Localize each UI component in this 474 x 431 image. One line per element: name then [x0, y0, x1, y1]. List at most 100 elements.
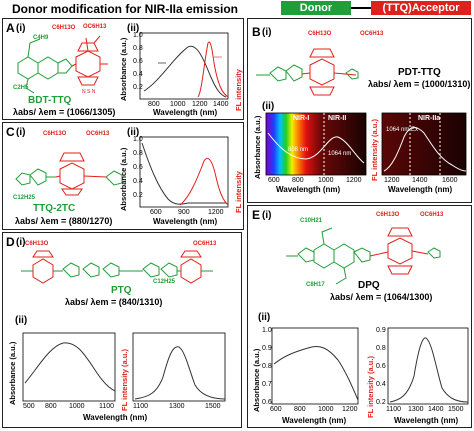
panel-b: B (i) C6H13O OC6H13 PDT-TTQ λabs/ λem = …: [247, 18, 472, 203]
d-xtick2-1: 1300: [169, 403, 185, 410]
e-ytick1-0: 1.0: [262, 327, 272, 334]
lambda-e: λabs/ λem = (1064/1300): [330, 292, 433, 302]
c-ytick-1: 0.8: [133, 150, 143, 157]
panel-d-label: D: [6, 235, 15, 249]
donor-acceptor-link: [351, 7, 371, 9]
panel-e-yrlabel: FL intensity (a.u.): [366, 356, 375, 418]
e-ytick1-3: 0.7: [262, 381, 272, 388]
d-substituent-right: OC6H13: [193, 241, 217, 247]
panel-b-label: B: [252, 25, 261, 39]
c-ytick-3: 0.4: [133, 178, 143, 185]
e-ytick2-0: 0.9: [376, 327, 386, 334]
c-ytick-2: 0.6: [133, 164, 143, 171]
e-xtick2-1: 1300: [408, 406, 424, 413]
panel-b-yrlabel: FL intensity (a.u.): [370, 119, 379, 181]
lambda-c: λabs/ λem = (880/1270): [15, 216, 113, 226]
panel-b-xlabel1: Wavelength (nm): [276, 185, 341, 194]
panel-b-ylabel: Absorbance (a.u.): [253, 115, 262, 179]
ttq-2tc-structure: [15, 152, 123, 196]
pdt-ttq-structure: [256, 48, 359, 96]
panel-a: A (i) C6H13O OC6H13 C4H9 C2H5 N S N BDT-…: [2, 18, 244, 120]
label-nir2: NIR-II: [328, 115, 347, 122]
substituent-left: C6H13O: [52, 25, 76, 31]
e-ytick2-4: 0.2: [376, 399, 386, 406]
panel-d-sub1: (i): [16, 237, 26, 248]
acceptor-legend-box: (TTQ)Acceptor: [371, 1, 471, 15]
d-xtick2-0: 1100: [133, 403, 149, 410]
d-xtick1-2: 1000: [69, 403, 85, 410]
b-substituent-left: C6H13O: [308, 31, 332, 37]
panel-d-yrlabel: FL intensity (a.u.): [120, 349, 129, 411]
label-808: 808 nm: [288, 147, 309, 153]
c-ytick-4: 0.2: [133, 192, 143, 199]
a-xtick-3: 1400: [213, 101, 229, 108]
header-title: Donor modification for NIR-IIa emission: [12, 2, 239, 16]
panel-e-xlabel2: Wavelength (nm): [394, 416, 459, 425]
substituent-butyl: C4H9: [33, 35, 49, 41]
panel-c: C (i) C6H13O OC6H13 C12H25 TTQ-2TC λabs/…: [2, 122, 244, 230]
panel-a-label: A: [6, 21, 15, 35]
panel-e-sub2: (ii): [258, 312, 271, 323]
label-1064: 1064 nm: [328, 151, 352, 157]
panel-a-sub1: (i): [16, 23, 26, 34]
e-xtick1-0: 600: [270, 406, 282, 413]
molecule-name-ttq-2tc: TTQ-2TC: [33, 203, 76, 214]
a-xtick-1: 1000: [170, 101, 186, 108]
panel-d-fl-chart: [132, 332, 226, 402]
e-substituent-left: C6H13O: [376, 212, 400, 218]
panel-a-chart: [139, 32, 229, 100]
panel-d-abs-chart: [22, 332, 116, 402]
e-ytick2-1: 0.8: [376, 345, 386, 352]
panel-e-ylabel: Absorbance (a.u.): [252, 348, 261, 412]
b-substituent-right: OC6H13: [360, 31, 384, 37]
panel-d-ylabel: Absorbance (a.u.): [8, 341, 17, 405]
substituent-ethyl: C2H5: [13, 85, 29, 91]
b-xtick2-0: 1200: [384, 177, 400, 184]
molecule-name-pdt-ttq: PDT-TTQ: [398, 67, 441, 78]
e-xtick1-2: 1000: [318, 406, 334, 413]
panel-c-xlabel: Wavelength (nm): [153, 217, 218, 226]
d-xtick2-2: 1500: [205, 403, 221, 410]
c-xtick-0: 600: [150, 209, 162, 216]
molecule-name-ptq: PTQ: [111, 285, 132, 296]
d-xtick1-1: 800: [45, 403, 57, 410]
panel-a-sub2: (ii): [127, 23, 140, 34]
a-ytick-3: 0.4: [133, 71, 143, 78]
lambda-d: λabs/ λem = (840/1310): [65, 297, 163, 307]
lambda-b: λabs/ λem = (1000/1310): [368, 79, 471, 89]
donor-legend-box: Donor: [281, 1, 351, 15]
e-ytick1-1: 0.9: [262, 345, 272, 352]
molecule-name-dpq: DPQ: [358, 280, 380, 291]
e-xtick1-3: 1200: [342, 406, 358, 413]
a-ytick-2: 0.6: [133, 58, 143, 65]
panel-a-ylabel: Absorbance (a.u.): [119, 37, 128, 101]
panel-c-label: C: [6, 125, 15, 139]
c-xtick-2: 1200: [208, 209, 224, 216]
panel-d-xlabel: Wavelength (nm): [83, 413, 148, 422]
e-xtick2-3: 1500: [448, 406, 464, 413]
bdt-ttq-structure: N S N: [17, 35, 108, 95]
a-ytick-0: 1.0: [133, 32, 143, 39]
panel-a-yrlabel: FL intensity: [234, 69, 243, 111]
panel-c-yrlabel: FL intensity: [234, 171, 243, 213]
d-substituent-left: C6H13O: [25, 241, 49, 247]
c-substituent-left: C6H13O: [43, 131, 67, 137]
c-xtick-1: 900: [178, 209, 190, 216]
c-substituent-alkyl: C12H25: [13, 195, 36, 201]
panel-a-xlabel: Wavelength (nm): [153, 108, 218, 117]
e-xtick2-0: 1100: [386, 406, 402, 413]
a-ytick-4: 0.2: [133, 84, 143, 91]
b-xtick1-0: 600: [268, 177, 280, 184]
b-xtick1-1: 800: [292, 177, 304, 184]
a-ytick-1: 0.8: [133, 45, 143, 52]
panel-b-sub2: (ii): [262, 101, 275, 112]
e-substituent-c10: C10H21: [300, 218, 323, 224]
label-nir2a: NIR-IIa: [418, 115, 441, 122]
e-substituent-c8: C8H17: [306, 282, 325, 288]
panel-e: E (i) C6H13O OC6H13 C10H21 C8H17 DPQ λab…: [247, 205, 472, 428]
d-substituent-alkyl: C12H25: [153, 279, 176, 285]
a-xtick-2: 1200: [192, 101, 208, 108]
e-substituent-right: OC6H13: [420, 212, 444, 218]
e-ytick1-2: 0.8: [262, 363, 272, 370]
ptq-structure: [21, 250, 213, 284]
